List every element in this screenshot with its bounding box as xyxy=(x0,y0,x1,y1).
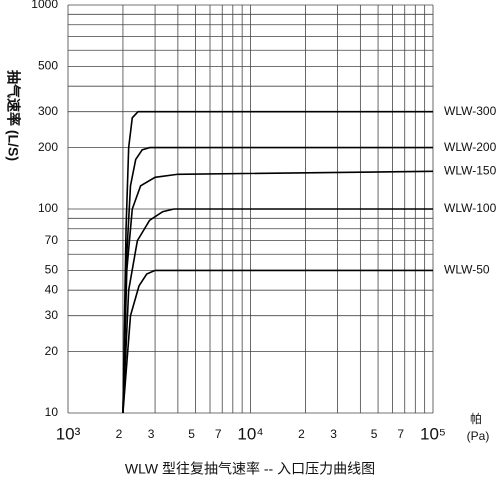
series-label: WLW-50 xyxy=(444,263,490,277)
y-tick-label: 70 xyxy=(45,233,59,247)
x-tick-label: 10⁴ xyxy=(237,424,263,443)
x-tick-label: 10³ xyxy=(56,424,81,443)
x-tick-label: 5 xyxy=(371,427,378,441)
series-line xyxy=(122,208,433,414)
series-line xyxy=(122,146,433,414)
y-tick-label: 500 xyxy=(38,59,58,73)
series-line xyxy=(122,269,433,414)
x-tick-label: 10⁵ xyxy=(420,424,446,443)
y-axis-label: 抽气速率 (L/S) xyxy=(5,70,21,161)
x-tick-label: 3 xyxy=(148,427,155,441)
series-line xyxy=(122,170,434,414)
series-line xyxy=(122,110,433,414)
y-tick-label: 20 xyxy=(45,344,59,358)
y-tick-label: 300 xyxy=(38,104,58,118)
chart-title: WLW 型往复抽气速率 -- 入口压力曲线图 xyxy=(125,461,375,477)
series-label: WLW-100 xyxy=(444,201,497,215)
series-label: WLW-300 xyxy=(444,104,497,118)
y-tick-label: 30 xyxy=(45,308,59,322)
series-label: WLW-200 xyxy=(444,140,497,154)
x-axis-unit: (Pa) xyxy=(467,429,490,443)
series-label: WLW-150 xyxy=(444,163,497,177)
x-tick-label: 7 xyxy=(215,427,222,441)
x-axis-label: 帕 xyxy=(470,411,482,426)
y-tick-label: 10 xyxy=(45,405,59,419)
x-tick-label: 2 xyxy=(298,427,305,441)
x-tick-label: 2 xyxy=(116,427,123,441)
y-tick-label: 200 xyxy=(38,140,58,154)
y-tick-label: 1000 xyxy=(31,0,58,11)
y-tick-label: 40 xyxy=(45,282,59,296)
y-tick-label: 50 xyxy=(45,263,59,277)
y-tick-label: 100 xyxy=(38,201,58,215)
x-tick-label: 5 xyxy=(188,427,195,441)
x-tick-label: 3 xyxy=(330,427,337,441)
x-tick-label: 7 xyxy=(397,427,404,441)
